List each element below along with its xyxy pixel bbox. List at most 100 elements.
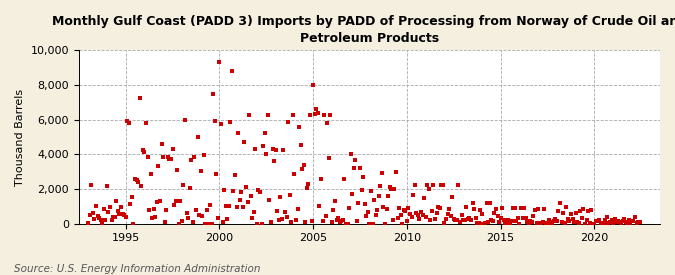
Point [322,121,333,125]
Point [378,205,389,210]
Point [386,187,397,192]
Point [267,147,278,151]
Point [117,212,128,216]
Point [352,218,362,223]
Point [294,125,304,130]
Point [256,221,267,226]
Point [511,219,522,223]
Point [591,219,601,223]
Point [508,206,518,210]
Point [367,222,378,226]
Point [281,215,292,219]
Point [586,208,597,213]
Point [472,221,483,225]
Point [115,205,126,209]
Point [398,208,409,213]
Point [481,201,492,205]
Point [228,189,239,193]
Point [450,218,461,222]
Point [329,199,340,203]
Point [478,222,489,226]
Point [514,222,524,226]
Point [611,220,622,225]
Point [502,221,512,225]
Point [462,217,473,222]
Point [408,193,418,197]
Point [239,140,250,144]
Point [537,219,548,224]
Point [84,213,95,217]
Point [151,200,162,204]
Point [510,206,520,210]
Point [452,218,462,222]
Point [417,213,428,217]
Point [541,221,551,225]
Point [553,209,564,213]
Point [172,167,183,172]
Point [555,201,566,205]
Point [106,218,117,222]
Point [626,219,637,223]
Point [254,190,265,195]
Point [517,216,528,220]
Point [516,206,526,210]
Point [583,209,593,214]
Point [83,220,94,225]
Point [350,157,360,162]
Point [303,182,314,186]
Point [567,217,578,221]
Point [483,220,493,224]
Point [345,152,356,156]
Point [167,147,178,151]
Point [236,189,246,194]
Point [306,219,317,224]
Point [530,208,541,212]
Point [520,216,531,221]
Point [242,200,253,204]
Point [142,155,153,159]
Point [348,166,359,170]
Point [100,218,111,222]
Point [89,217,100,221]
Point [623,218,634,222]
Point [240,184,251,189]
Point [209,119,220,123]
Point [120,214,131,219]
Point [203,222,214,226]
Point [446,214,456,219]
Point [155,199,165,204]
Point [230,172,240,177]
Point [433,205,443,209]
Point [392,216,403,220]
Point [342,222,353,226]
Point [356,188,367,192]
Point [423,187,434,192]
Point [273,217,284,222]
Point [434,205,445,210]
Point [298,163,309,167]
Point [595,222,606,226]
Point [467,201,478,205]
Point [333,216,344,221]
Point [512,216,523,220]
Point [258,144,269,148]
Point [425,218,436,222]
Point [113,208,124,213]
Point [286,220,297,224]
Point [484,201,495,205]
Point [211,172,221,176]
Point [560,220,570,225]
Point [138,148,148,152]
Point [165,157,176,162]
Point [119,213,130,218]
Point [186,158,196,163]
Point [95,218,106,222]
Point [522,220,533,224]
Point [304,112,315,117]
Point [308,83,319,87]
Point [403,205,414,210]
Point [461,205,472,210]
Point [572,220,583,225]
Point [173,222,184,226]
Point [136,183,146,188]
